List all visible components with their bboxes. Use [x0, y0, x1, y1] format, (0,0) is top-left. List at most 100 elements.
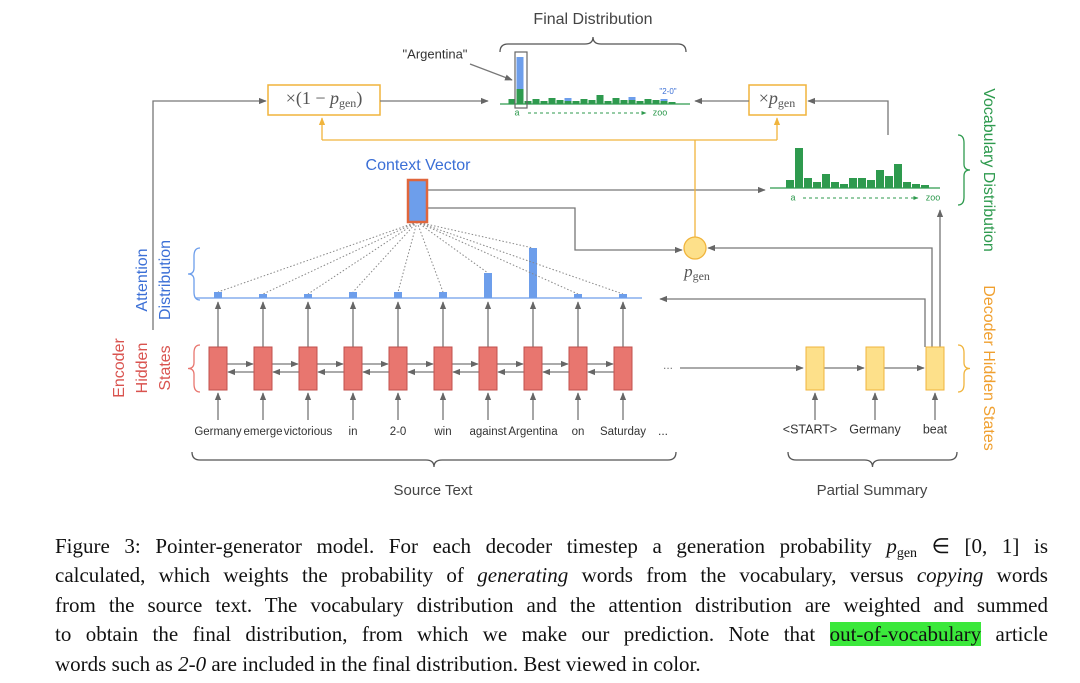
- source-word: win: [433, 426, 451, 438]
- final-bar: [548, 98, 556, 104]
- copy-symbol: p: [328, 88, 339, 108]
- argentina-label: "Argentina": [403, 46, 468, 61]
- final-bar: [540, 101, 548, 104]
- brace: [787, 451, 958, 468]
- final-bar: [620, 100, 628, 104]
- copy-weight: ×(1 − pgen): [286, 88, 363, 110]
- attention-link: [416, 221, 534, 249]
- final-bar: [532, 99, 540, 104]
- vocab-bar: [903, 182, 911, 188]
- vocab-bar: [849, 178, 857, 188]
- encoder-state: [298, 346, 318, 391]
- final-bar: [572, 101, 580, 104]
- source-word: victorious: [284, 426, 333, 438]
- caption: Figure 3: Pointer-generator model. For e…: [55, 532, 1048, 679]
- caption-text: calculated, which weights the probabilit…: [55, 563, 478, 588]
- partial-summary-label: Partial Summary: [817, 482, 928, 499]
- arrow: [469, 63, 513, 81]
- copy-weight-box: [267, 84, 381, 116]
- source-word: Saturday: [600, 426, 646, 438]
- vocabulary-distribution-label: Vocabulary Distribution: [980, 88, 997, 252]
- encoder-state: [388, 346, 408, 391]
- final-bar: [660, 101, 668, 104]
- caption-text: Figure 3: Pointer-generator model. For e…: [55, 534, 887, 558]
- caption-highlight: out-of-vocabulary: [829, 622, 982, 647]
- vocab-bar: [831, 182, 839, 188]
- context-vector: [406, 178, 429, 224]
- source-word: 2-0: [390, 426, 407, 438]
- gen-weight-box: [748, 84, 807, 116]
- caption-text: words such as: [55, 651, 179, 676]
- decoder-state: [925, 346, 945, 391]
- vocab-bar: [894, 164, 902, 188]
- caption-text: article: [981, 622, 1048, 647]
- final-bar: [652, 100, 660, 104]
- gen-subscript: gen: [778, 96, 795, 110]
- caption-emphasis: copying: [916, 563, 984, 588]
- attention-bar: [484, 273, 492, 298]
- arrow: [152, 97, 267, 330]
- final-bar: [644, 99, 652, 104]
- caption-text: words from the vocabulary, versus: [568, 563, 917, 588]
- pgen-symbol: p: [683, 262, 693, 281]
- source-ellipsis: ...: [658, 424, 668, 438]
- brace: [499, 36, 687, 53]
- attention-link: [307, 221, 418, 295]
- encoder-hidden-states-label: Hidden: [134, 343, 151, 394]
- brace: [187, 344, 201, 393]
- decoder-state: [805, 346, 825, 391]
- copy-subscript: gen: [339, 96, 356, 110]
- final-axis-start: a: [514, 107, 519, 117]
- pgen-label: pgen: [683, 262, 710, 283]
- decoder-word: beat: [923, 422, 948, 436]
- attention-bar: [259, 294, 267, 298]
- attention-link: [397, 221, 418, 293]
- final-bar: [612, 98, 620, 104]
- attention-link: [416, 221, 444, 293]
- vocab-bar: [885, 176, 893, 188]
- attention-bar: [574, 294, 582, 298]
- caption-text: words: [983, 563, 1048, 588]
- attention-distribution-label: Distribution: [157, 240, 174, 320]
- gen-prefix: ×: [759, 88, 769, 108]
- copy-prefix: ×(1 −: [286, 88, 330, 109]
- caption-text: ∈ [0, 1] is: [917, 534, 1048, 558]
- brace: [191, 451, 677, 468]
- decoder-word: <START>: [783, 422, 837, 436]
- attention-bar: [304, 294, 312, 298]
- encoder-state: [478, 346, 498, 391]
- attention-link: [416, 221, 624, 295]
- final-bar-copy: [516, 57, 524, 104]
- source-word: Argentina: [508, 426, 558, 438]
- vocab-bar: [840, 184, 848, 188]
- final-bar: [604, 101, 612, 104]
- final-bar: [516, 89, 524, 104]
- arrow: [427, 207, 683, 254]
- encoder-hidden-states-label: Encoder: [111, 338, 128, 398]
- encoder-ellipsis: ...: [663, 358, 673, 372]
- attention-bar: [214, 292, 222, 298]
- caption-line: words such as 2-0 are included in the fi…: [55, 650, 1048, 679]
- pgen-node: [683, 236, 707, 260]
- arrow: [659, 295, 926, 347]
- vocab-bar: [867, 180, 875, 188]
- arrow: [707, 244, 933, 347]
- final-axis-end: zoo: [653, 107, 668, 117]
- caption-line: calculated, which weights the probabilit…: [55, 561, 1048, 590]
- encoder-hidden-states-label: States: [157, 345, 174, 390]
- copy-suffix: ): [356, 88, 362, 109]
- caption-emphasis: generating: [477, 563, 569, 588]
- vocab-bar: [876, 170, 884, 188]
- caption-text: to obtain the final distribution, from w…: [55, 622, 830, 647]
- attention-bar: [529, 248, 537, 298]
- source-word: in: [349, 426, 358, 438]
- decoder-state: [865, 346, 885, 391]
- arrow: [807, 97, 889, 135]
- final-bar: [524, 101, 532, 104]
- vocab-bar: [795, 148, 803, 188]
- encoder-state: [613, 346, 633, 391]
- source-word: against: [469, 426, 507, 438]
- attention-link: [416, 221, 489, 274]
- final-bar: [564, 101, 572, 104]
